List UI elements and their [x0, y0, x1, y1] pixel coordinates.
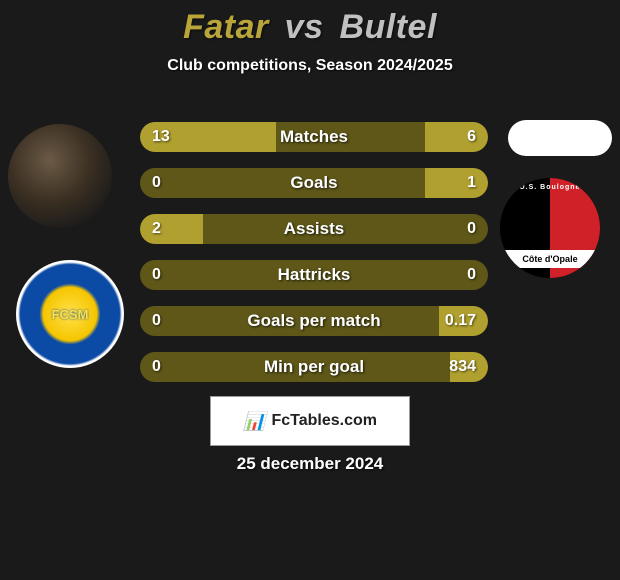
stat-label: Assists [140, 214, 488, 244]
stat-label: Goals per match [140, 306, 488, 336]
stat-label: Hattricks [140, 260, 488, 290]
subtitle: Club competitions, Season 2024/2025 [0, 57, 620, 75]
chart-icon: 📊 [243, 411, 265, 432]
player1-name: Fatar [183, 8, 269, 46]
site-badge: 📊 FcTables.com [210, 396, 410, 446]
stat-label: Goals [140, 168, 488, 198]
stat-row: 136Matches [140, 122, 488, 152]
club-left-badge: FCSM [16, 260, 124, 368]
footer-date: 25 december 2024 [0, 454, 620, 474]
stat-row: 0834Min per goal [140, 352, 488, 382]
club-left-label: FCSM [52, 307, 89, 322]
stats-bars: 136Matches 01Goals 20Assists 00Hattricks 00.… [140, 122, 488, 398]
stat-row: 01Goals [140, 168, 488, 198]
player2-name: Bultel [339, 8, 436, 46]
club-right-band: Côte d'Opale [500, 250, 600, 268]
club-right-badge: U.S. Boulogne Côte d'Opale [500, 178, 600, 278]
vs-text: vs [279, 8, 330, 46]
player1-avatar [8, 124, 112, 228]
stat-label: Matches [140, 122, 488, 152]
page-title: Fatar vs Bultel [0, 8, 620, 47]
club-right-arc: U.S. Boulogne [500, 184, 600, 191]
stat-label: Min per goal [140, 352, 488, 382]
stat-row: 00.17Goals per match [140, 306, 488, 336]
comparison-card: Fatar vs Bultel Club competitions, Seaso… [0, 0, 620, 580]
player2-avatar [508, 120, 612, 156]
site-name: FcTables.com [271, 412, 377, 430]
stat-row: 00Hattricks [140, 260, 488, 290]
stat-row: 20Assists [140, 214, 488, 244]
